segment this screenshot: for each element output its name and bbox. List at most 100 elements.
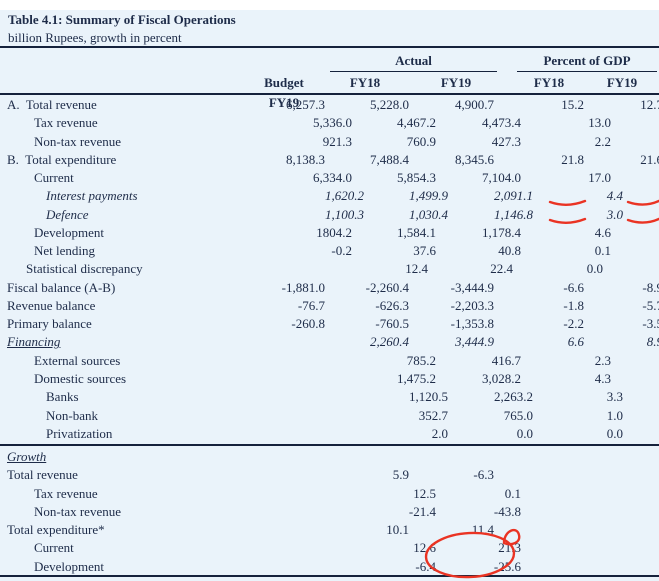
cell-gdp-fy19: 0.0 [623,425,659,443]
cell-actual-fy19: 11.4 [471,522,494,538]
cell-actual-fy19: 1,146.8 [494,206,533,222]
cell-gdp-fy19: 3.0 [623,206,659,224]
table-row: Revenue balance -76.7 -626.3 -2,203.3 -1… [0,297,659,315]
row-label: Growth [7,449,47,464]
cell-gdp-fy19 [584,448,659,466]
cell-actual-fy19: 3,444.9 [455,334,494,350]
row-label: Revenue balance [7,297,96,313]
cell-actual-fy18: 1,030.4 [409,206,448,222]
cell-actual-fy18: 5,228.0 [370,97,409,112]
cell-actual-fy18 [325,448,409,466]
row-label: Non-tax revenue [34,503,121,519]
cell-budget-fy19 [296,425,364,443]
cell-budget-fy19 [284,539,352,557]
cell-budget-fy19: -0.2 [331,243,352,259]
row-label: Banks [46,389,79,405]
cell-budget-fy19: 6,257.3 [286,97,325,112]
cell-gdp-fy18: 13.0 [588,115,611,131]
table-row: Interest payments 1,620.2 1,499.9 2,091.… [0,187,659,205]
table-title: Table 4.1: Summary of Fiscal Operations [8,12,236,27]
main-rows-section: A. Total revenue 6,257.3 5,228.0 4,900.7… [0,96,659,443]
cell-actual-fy18: 12.4 [405,261,428,277]
table-row: Non-tax revenue 921.3 760.9 427.3 2.2 1.… [0,133,659,151]
cell-gdp-fy19: -8.9 [642,279,659,295]
divider-growth [0,444,659,446]
divider-bottom [0,575,659,577]
cell-gdp-fy19 [611,485,659,503]
cell-budget-fy19 [296,407,364,425]
cell-actual-fy18: 5.9 [392,467,409,483]
table-row: Domestic sources 1,475.2 3,028.2 4.3 7.9 [0,370,659,388]
cell-actual-fy19: -6.3 [473,467,494,483]
cell-actual-fy18: 5,854.3 [397,170,436,186]
cell-gdp-fy19: 11.6 [611,114,659,132]
column-header-budget-fy19: Budget FY19 [264,75,304,110]
cell-actual-fy19: 7,104.0 [482,170,521,186]
table-row: Net lending -0.2 37.6 40.8 0.1 0.1 [0,242,659,260]
cell-actual-fy19: -3,444.9 [450,279,494,295]
row-label: Non-tax revenue [34,133,121,149]
column-header-actual-fy18: FY18 [349,75,381,90]
table-row: Growth [0,448,659,466]
cell-budget-fy19: 1,100.3 [325,206,364,222]
cell-gdp-fy18: 3.3 [606,389,623,405]
cell-actual-fy19: -1,353.8 [450,316,494,332]
cell-actual-fy19: 22.4 [490,261,513,277]
cell-gdp-fy19: 5.4 [623,187,659,205]
cell-budget-fy19 [257,521,325,539]
cell-gdp-fy18: 0.0 [606,425,623,441]
column-header-gdp-fy18: FY18 [533,75,565,90]
row-label: Statistical discrepancy [26,261,143,277]
cell-budget-fy19 [284,558,352,576]
cell-actual-fy18: 1,475.2 [397,370,436,386]
table-row: Financing 2,260.4 3,444.9 6.6 8.9 [0,333,659,351]
cell-gdp-fy18 [521,539,611,557]
table-row: Primary balance -260.8 -760.5 -1,353.8 -… [0,315,659,333]
cell-actual-fy18: -760.5 [375,316,409,332]
cell-gdp-fy18 [521,503,611,521]
cell-gdp-fy18: 4.4 [606,188,623,204]
cell-actual-fy18: 2,260.4 [370,334,409,350]
cell-budget-fy19 [257,448,325,466]
row-label: Domestic sources [34,370,127,386]
table-row: Total revenue 5.9 -6.3 [0,466,659,484]
cell-actual-fy19: 765.0 [503,407,533,423]
table-subtitle: billion Rupees, growth in percent [8,30,182,45]
cell-budget-fy19 [257,333,325,351]
cell-gdp-fy18 [494,466,584,484]
cell-actual-fy19: -2,203.3 [450,297,494,313]
table-row: A. Total revenue 6,257.3 5,228.0 4,900.7… [0,96,659,114]
table-row: Fiscal balance (A-B) -1,881.0 -2,260.4 -… [0,279,659,297]
table-row: Development -6.4 -25.6 [0,558,659,576]
cell-gdp-fy18: 17.0 [588,170,611,186]
cell-gdp-fy19: 12.7 [640,97,659,112]
row-label: B. Total expenditure [7,151,117,167]
cell-actual-fy19: 427.3 [491,133,521,149]
cell-gdp-fy19 [611,503,659,521]
cell-actual-fy19: 8,345.6 [455,151,494,167]
cell-gdp-fy18: 3.0 [606,206,623,222]
cell-actual-fy18: 760.9 [406,133,436,149]
cell-gdp-fy19: 18.4 [611,169,659,187]
cell-gdp-fy19 [584,521,659,539]
cell-budget-fy19 [284,370,352,388]
table-row: Current 12.6 21.3 [0,539,659,557]
row-label: Total revenue [7,467,78,483]
cell-actual-fy19: -25.6 [493,558,521,574]
cell-gdp-fy19 [611,558,659,576]
cell-budget-fy19: 1,620.2 [325,188,364,204]
cell-gdp-fy19: 2.0 [623,407,659,425]
row-label: Tax revenue [34,115,98,131]
cell-actual-fy18: 2.0 [431,425,448,441]
cell-actual-fy19 [409,448,494,466]
cell-gdp-fy18: 15.2 [561,97,584,112]
table-row: Defence 1,100.3 1,030.4 1,146.8 3.0 3.0 [0,206,659,224]
cell-actual-fy19: 3,028.2 [482,370,521,386]
row-label: A. Total revenue [7,97,97,112]
cell-budget-fy19 [284,503,352,521]
cell-actual-fy18: 10.1 [386,522,409,538]
cell-budget-fy19: -1,881.0 [281,279,325,295]
table-row: Non-bank 352.7 765.0 1.0 2.0 [0,407,659,425]
cell-gdp-fy19: -3.5 [642,316,659,332]
